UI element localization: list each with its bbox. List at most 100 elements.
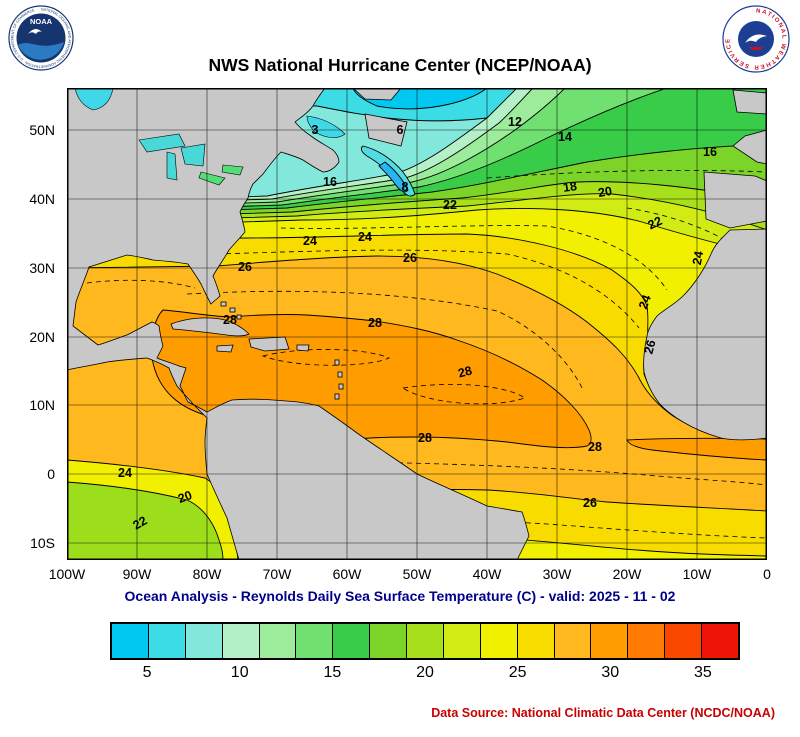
lat-label: 30N xyxy=(29,260,55,276)
lake-ontario xyxy=(221,164,244,176)
colorbar-tick-label: 10 xyxy=(230,664,249,681)
lon-label: 20W xyxy=(612,566,642,582)
land-masses xyxy=(67,88,767,560)
contour-label: 3 xyxy=(312,123,319,137)
lon-label: 70W xyxy=(262,566,292,582)
land-bahamas xyxy=(220,301,227,307)
contour-label: 28 xyxy=(368,316,382,330)
colorbar-tick-label: 30 xyxy=(601,664,620,681)
contour-label: 16 xyxy=(703,145,717,159)
colorbar-cell xyxy=(112,624,149,658)
contour-label: 24 xyxy=(636,293,654,311)
contour-label: 20 xyxy=(597,184,613,200)
colorbar-cell xyxy=(702,624,738,658)
gulf-st-lawrence xyxy=(306,115,346,138)
colorbar-cell xyxy=(148,624,186,658)
colorbar-tick-label: 25 xyxy=(508,664,527,681)
colorbar-cell xyxy=(443,624,481,658)
colorbar-tick-label: 35 xyxy=(694,664,712,681)
contour-label: 24 xyxy=(303,234,317,248)
contour-label: 20 xyxy=(176,488,194,506)
contour-label: 22 xyxy=(130,513,149,532)
land-iberia xyxy=(703,171,767,229)
lat-label: 50N xyxy=(29,122,55,138)
contour-label: 24 xyxy=(690,250,706,266)
land-americas xyxy=(67,88,530,560)
contour-label: 26 xyxy=(403,251,417,265)
colorbar-ticks: 5 10 15 20 25 30 35 xyxy=(110,660,740,686)
colorbar-cell xyxy=(407,624,444,658)
contour-label: 14 xyxy=(558,130,572,144)
data-source-note: Data Source: National Climatic Data Cent… xyxy=(431,706,775,720)
colorbar-tick-label: 5 xyxy=(142,664,152,681)
nws-gull-icon xyxy=(745,34,767,43)
land-antilles xyxy=(337,371,343,378)
land-antilles xyxy=(334,359,340,366)
land-bahamas xyxy=(236,314,242,320)
colorbar-cell xyxy=(628,624,666,658)
colorbar-cell xyxy=(333,624,371,658)
colorbar-cell xyxy=(259,624,297,658)
lon-label: 90W xyxy=(122,566,152,582)
graticule-grid xyxy=(67,88,767,560)
contour-label: 16 xyxy=(323,175,337,189)
land-africa xyxy=(643,228,767,441)
colorbar-cell xyxy=(480,624,518,658)
contour-label: 28 xyxy=(588,440,602,454)
sst-map-canvas: 3 6 8 12 14 16 16 18 20 22 22 24 24 24 24 26 26 26 28 28 28 2… xyxy=(67,88,767,560)
page-title: NWS National Hurricane Center (NCEP/NOAA… xyxy=(208,55,592,75)
contour-label: 28 xyxy=(418,431,432,445)
lake-michigan xyxy=(166,151,178,181)
lake-huron xyxy=(180,143,206,167)
colorbar-cell xyxy=(665,624,702,658)
lat-label: 20N xyxy=(29,329,55,345)
contour-label: 24 xyxy=(118,466,132,480)
colorbar-cell xyxy=(591,624,629,658)
map-frame xyxy=(67,88,767,560)
land-greenland-tip xyxy=(352,88,402,101)
lon-label: 50W xyxy=(402,566,432,582)
colorbar-cell xyxy=(370,624,407,658)
lake-erie xyxy=(198,171,226,186)
noaa-logo: NATIONAL OCEANIC AND ATMOSPHERIC ADMINIS… xyxy=(8,5,74,71)
colorbar-cell xyxy=(296,624,334,658)
lake-superior xyxy=(138,133,186,153)
contour-label: 22 xyxy=(443,198,457,212)
noaa-logo-icon: NATIONAL OCEANIC AND ATMOSPHERIC ADMINIS… xyxy=(8,5,74,71)
nws-logo-icon: NATIONAL WEATHER SERVICE xyxy=(722,5,790,73)
contour-label: 24 xyxy=(358,230,372,244)
latitude-axis: 50N 40N 30N 20N 10N 0 10S xyxy=(0,88,60,560)
noaa-gull-icon xyxy=(28,28,42,34)
nws-red-accent xyxy=(749,47,763,50)
colorbar: 5 10 15 20 25 30 35 xyxy=(110,622,740,686)
colorbar-tick-label: 15 xyxy=(323,664,342,681)
james-bay xyxy=(74,88,114,111)
lon-label: 40W xyxy=(472,566,502,582)
lon-label: 0 xyxy=(763,566,771,582)
lon-label: 100W xyxy=(48,566,86,582)
map-caption: Ocean Analysis - Reynolds Daily Sea Surf… xyxy=(124,588,676,604)
contour-label: 26 xyxy=(583,496,597,510)
contour-label: 18 xyxy=(562,179,578,195)
contour-label: 6 xyxy=(397,123,404,137)
land-france xyxy=(732,129,767,165)
land-bahamas xyxy=(229,307,236,313)
land-cuba xyxy=(170,317,250,337)
lon-label: 30W xyxy=(542,566,572,582)
colorbar-cell xyxy=(222,624,260,658)
colorbar-cell xyxy=(554,624,592,658)
contour-label: 8 xyxy=(402,180,409,194)
noaa-sea-shape xyxy=(18,42,64,60)
contour-labels: 3 6 8 12 14 16 16 18 20 22 22 24 24 24 24 26 26 26 28 28 28 2… xyxy=(118,115,717,533)
contour-label: 12 xyxy=(508,115,522,129)
lon-label: 60W xyxy=(332,566,362,582)
longitude-axis: 100W 90W 80W 70W 60W 50W 40W 30W 20W 10W 0 xyxy=(49,562,771,582)
lat-label: 10N xyxy=(29,397,55,413)
land-antilles xyxy=(334,393,340,400)
colorbar-cell xyxy=(185,624,223,658)
land-england xyxy=(732,89,767,115)
colorbar-scale xyxy=(110,622,740,660)
contour-label: 26 xyxy=(238,260,252,274)
lat-label: 40N xyxy=(29,191,55,207)
contour-label: 28 xyxy=(223,313,237,327)
